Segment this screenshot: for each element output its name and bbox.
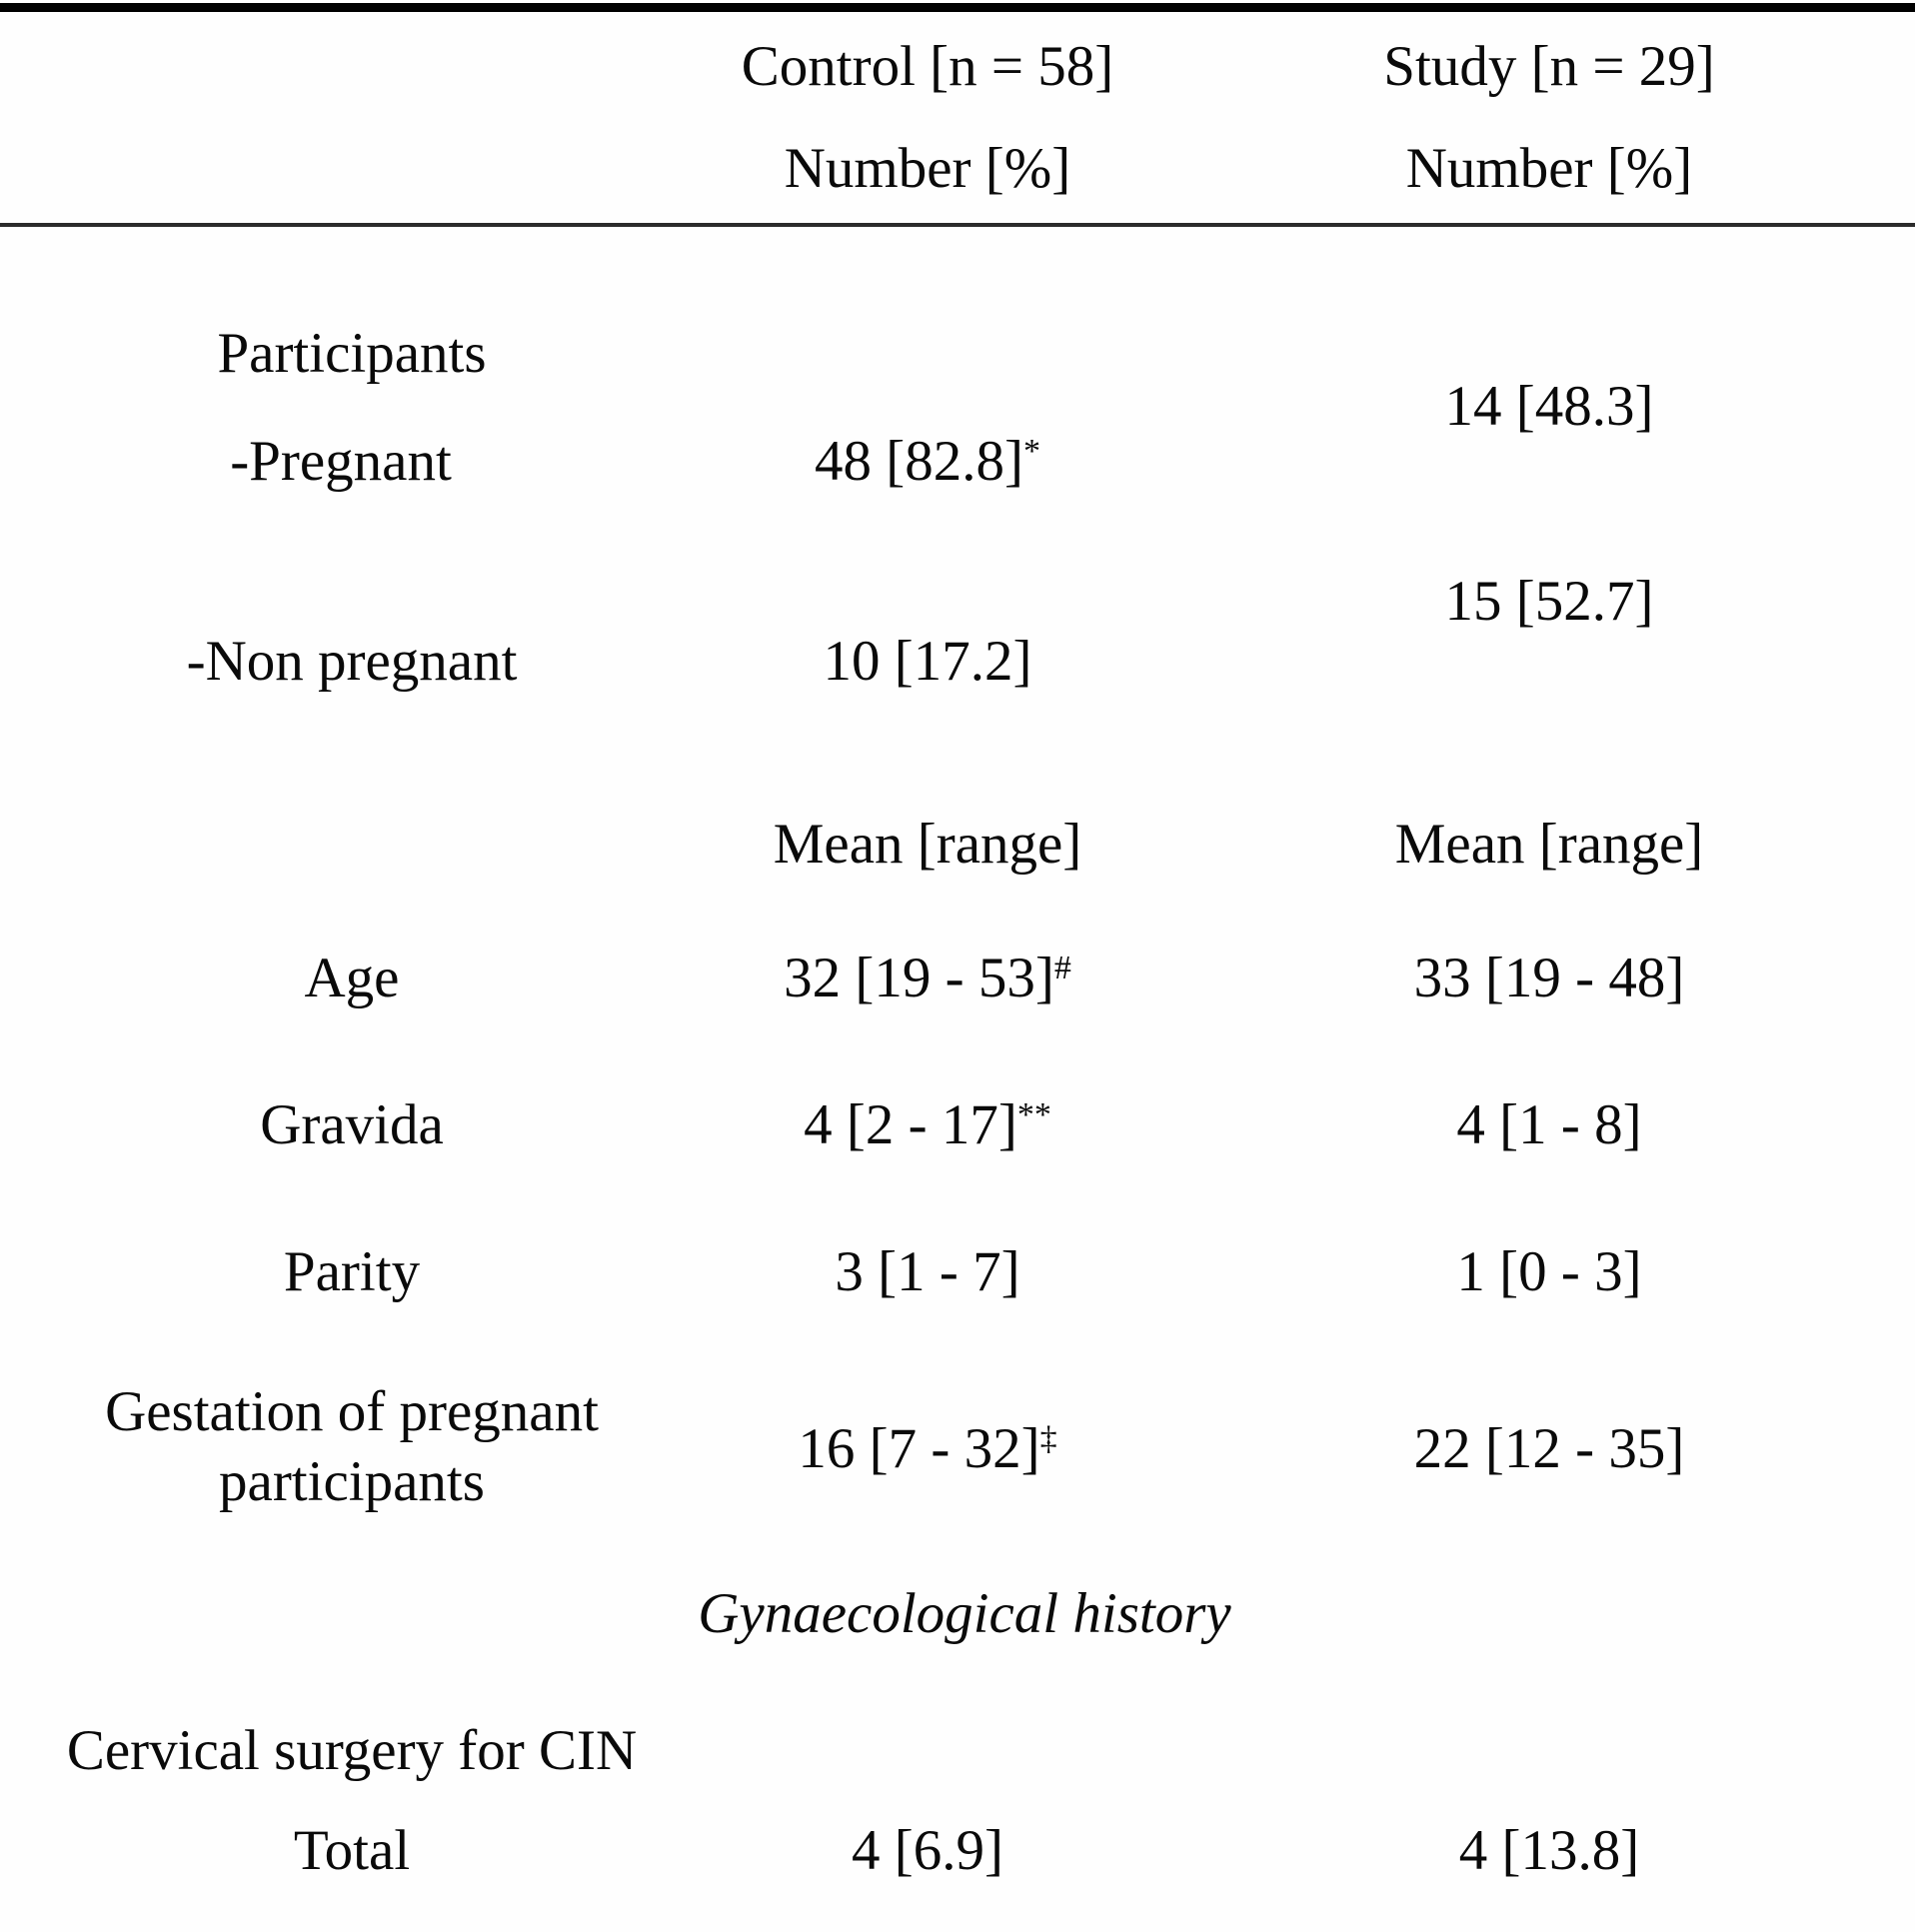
parity-study-value: 1 [0 - 3]: [1456, 1240, 1642, 1303]
age-control-text: 32 [19 - 53]: [784, 947, 1054, 1009]
header-control-group: Control [n = 58]: [741, 35, 1114, 98]
age-label: Age: [304, 947, 400, 1009]
gestation-control-footnote-mark: ‡: [1039, 1420, 1057, 1457]
gravida-study-value: 4 [1 - 8]: [1456, 1093, 1642, 1156]
header-control-sub: Number [%]: [784, 137, 1071, 200]
gestation-study-value: 22 [12 - 35]: [1413, 1417, 1685, 1480]
mean-range-study-header: Mean [range]: [1394, 813, 1704, 876]
pregnant-control-footnote-mark: *: [1022, 433, 1040, 470]
cervical-surgery-header: Cervical surgery for CIN: [66, 1719, 638, 1782]
section-gynaecological-history: Gynaecological history: [698, 1582, 1231, 1645]
pregnant-label: -Pregnant: [230, 430, 452, 493]
gestation-label: Gestation of pregnant participants: [105, 1380, 599, 1513]
pregnant-control-text: 48 [82.8]: [815, 430, 1023, 493]
non-pregnant-study-value: 15 [52.7]: [1444, 570, 1654, 633]
gravida-control-text: 4 [2 - 17]: [804, 1093, 1017, 1156]
row-participants-header: Participants: [217, 322, 487, 385]
header-study-sub: Number [%]: [1405, 137, 1693, 200]
parity-label: Parity: [283, 1240, 421, 1303]
table-top-rule: [0, 3, 1915, 12]
age-control-value: 32 [19 - 53]#: [784, 946, 1071, 1011]
header-study-group: Study [n = 29]: [1383, 35, 1715, 98]
gestation-control-value: 16 [7 - 32]‡: [798, 1416, 1056, 1482]
gravida-control-value: 4 [2 - 17]**: [804, 1092, 1051, 1158]
mean-range-control-header: Mean [range]: [773, 813, 1082, 876]
total-study-value: 4 [13.8]: [1458, 1819, 1640, 1882]
age-study-value: 33 [19 - 48]: [1413, 947, 1685, 1009]
pregnant-control-value: 48 [82.8]*: [815, 429, 1040, 495]
gravida-control-footnote-mark: **: [1016, 1096, 1051, 1133]
total-label: Total: [293, 1819, 411, 1882]
header-separator-rule: [0, 223, 1915, 227]
gravida-label: Gravida: [260, 1093, 444, 1156]
pregnant-study-value: 14 [48.3]: [1444, 375, 1654, 438]
parity-control-value: 3 [1 - 7]: [835, 1240, 1020, 1303]
age-control-footnote-mark: #: [1053, 950, 1071, 986]
non-pregnant-control-value: 10 [17.2]: [823, 630, 1032, 693]
total-control-value: 4 [6.9]: [852, 1819, 1003, 1882]
gestation-control-text: 16 [7 - 32]: [798, 1417, 1040, 1480]
non-pregnant-label: -Non pregnant: [186, 630, 518, 693]
